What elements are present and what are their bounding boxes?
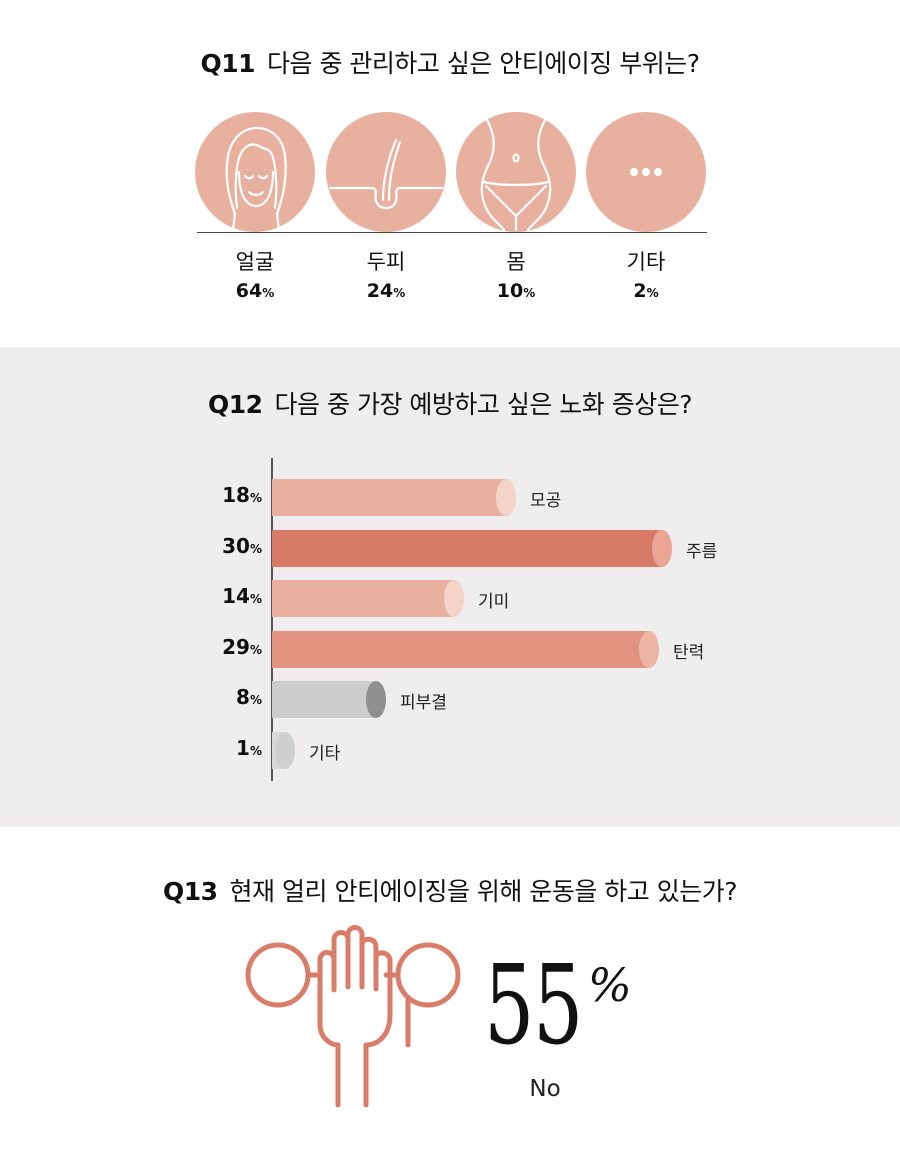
item-label-face: 얼굴 bbox=[235, 250, 275, 274]
bar-category-label: 기미 bbox=[478, 592, 510, 612]
item-label-body: 몸 bbox=[506, 250, 526, 274]
bar-value-label: 18% bbox=[222, 483, 262, 507]
q13-question: 현재 얼리 안티에이징을 위해 운동을 하고 있는가? bbox=[229, 877, 738, 906]
bar-value-label: 8% bbox=[236, 685, 262, 709]
bar-value-label: 1% bbox=[236, 735, 262, 760]
q13-number: Q13 bbox=[163, 877, 218, 906]
q12-title: Q12 다음 중 가장 예방하고 싶은 노화 증상은? bbox=[0, 385, 900, 421]
body-icon bbox=[456, 112, 576, 232]
bar-cap bbox=[496, 479, 516, 516]
bar-value-label: 30% bbox=[222, 533, 262, 558]
bar-cap bbox=[639, 630, 659, 668]
item-pct-face: 64% bbox=[235, 280, 275, 302]
bar-category-label: 피부결 bbox=[400, 693, 447, 713]
item-label-scalp: 두피 bbox=[366, 250, 406, 274]
bar-cap bbox=[444, 580, 464, 617]
bar bbox=[272, 630, 659, 668]
bar-value-label: 29% bbox=[222, 634, 262, 659]
q11-title: Q11 다음 중 관리하고 싶은 안티에이징 부위는? bbox=[0, 44, 900, 80]
item-label-other: 기타 bbox=[626, 250, 666, 274]
q11-number: Q11 bbox=[200, 49, 256, 78]
q12-question: 다음 중 가장 예방하고 싶은 노화 증상은? bbox=[274, 390, 693, 419]
item-pct-scalp: 24% bbox=[366, 280, 406, 302]
q12-number: Q12 bbox=[208, 390, 263, 419]
hair-follicle-icon bbox=[326, 112, 446, 232]
face-icon bbox=[195, 112, 315, 232]
q11-baseline bbox=[197, 232, 707, 233]
bar-cap bbox=[366, 681, 386, 718]
item-pct-other: 2% bbox=[633, 280, 659, 302]
ellipsis-icon bbox=[586, 112, 706, 232]
bar-value-label: 14% bbox=[222, 584, 262, 608]
bar-category-label: 기타 bbox=[309, 743, 341, 764]
bar bbox=[272, 731, 295, 769]
bar bbox=[272, 681, 386, 718]
q12-axis bbox=[271, 458, 273, 781]
bar bbox=[272, 580, 464, 617]
q11-question: 다음 중 관리하고 싶은 안티에이징 부위는? bbox=[267, 49, 700, 78]
dumbbell-hand-icon bbox=[238, 925, 468, 1110]
bar-category-label: 탄력 bbox=[673, 642, 705, 663]
q13-value: 55 bbox=[484, 941, 583, 1069]
item-pct-body: 10% bbox=[496, 280, 536, 302]
bar-category-label: 주름 bbox=[686, 541, 718, 562]
bar bbox=[272, 479, 516, 516]
q13-title: Q13 현재 얼리 안티에이징을 위해 운동을 하고 있는가? bbox=[0, 872, 900, 908]
bar-category-label: 모공 bbox=[530, 491, 562, 511]
bar-cap bbox=[275, 731, 295, 769]
bar-cap bbox=[652, 529, 672, 567]
q13-unit: % bbox=[588, 958, 632, 1012]
bar bbox=[272, 529, 672, 567]
q13-answer: No bbox=[529, 1076, 561, 1102]
